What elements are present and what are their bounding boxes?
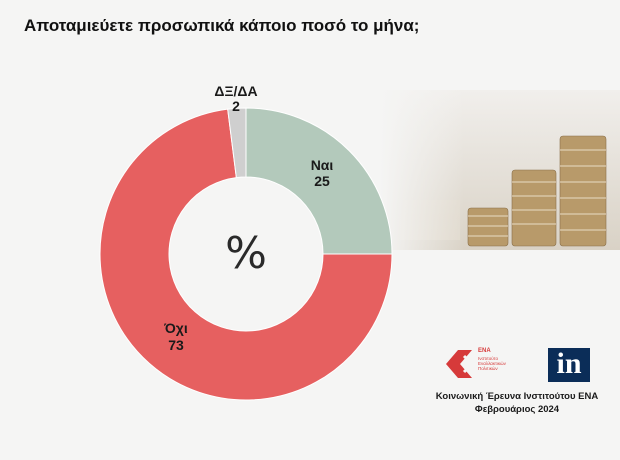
chart-title: Αποταμιεύετε προσωπικά κάποιο ποσό το μή…	[24, 16, 420, 35]
coins-photo	[380, 90, 620, 250]
slice-value-0: 25	[314, 173, 330, 189]
slice-1	[99, 108, 393, 401]
ena-logo	[446, 350, 475, 378]
ena-logo-label: ΕΝΑ	[478, 348, 491, 354]
source-line-2: Φεβρουάριος 2024	[474, 404, 560, 415]
center-label: %	[225, 228, 267, 279]
slice-2	[227, 107, 247, 179]
slice-label-0: Ναι	[311, 157, 334, 173]
slice-value-1: 73	[168, 337, 184, 353]
slice-label-2: ΔΞ/ΔΑ	[214, 83, 257, 99]
in-logo: in	[548, 348, 590, 382]
slice-0	[245, 107, 393, 255]
source-line-1: Κοινωνική Έρευνα Ινστιτούτου ΕΝΑ	[435, 391, 599, 402]
ena-logo-subtitle: Ινστιτούτο Εναλλακτικών Πολιτικών	[478, 356, 506, 371]
slice-label-1: Όχι	[163, 320, 188, 336]
slice-value-2: 2	[232, 98, 240, 114]
